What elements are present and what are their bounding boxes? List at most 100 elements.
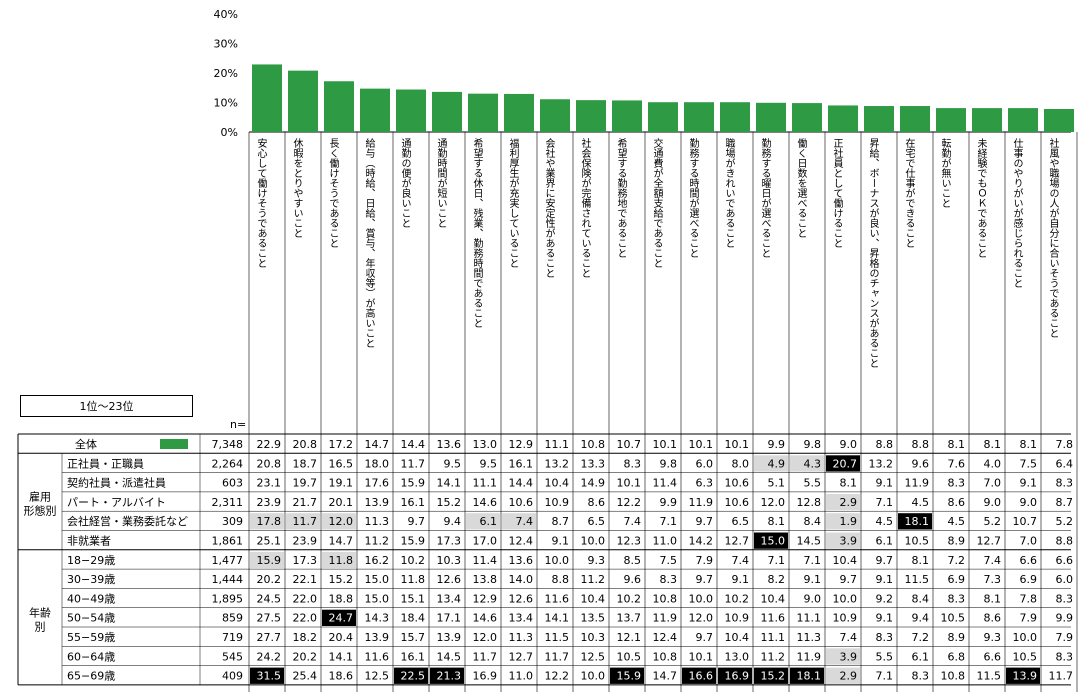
table-cell: 10.1 (617, 477, 642, 490)
table-cell: 16.1 (401, 650, 426, 663)
table-cell: 12.4 (653, 631, 678, 644)
table-cell: 7.4 (624, 515, 642, 528)
bar (540, 99, 570, 132)
table-cell: 13.9 (437, 631, 462, 644)
table-cell: 9.8 (804, 438, 822, 451)
table-cell: 8.5 (624, 554, 642, 567)
table-cell: 15.9 (257, 554, 282, 567)
table-cell: 23.1 (257, 477, 282, 490)
table-cell: 11.0 (509, 670, 534, 683)
table-cell: 8.6 (588, 496, 606, 509)
row-label: 65−69歳 (67, 670, 115, 683)
table-cell: 20.8 (257, 457, 282, 470)
table-cell: 8.3 (912, 670, 930, 683)
row-n: 7,348 (212, 438, 244, 451)
table-cell: 6.0 (696, 457, 714, 470)
table-cell: 4.5 (912, 496, 930, 509)
category-label: 社会保険が完備されていること (579, 138, 590, 278)
highlight-cell (250, 667, 284, 684)
table-cell: 10.8 (653, 592, 678, 605)
table-cell: 10.6 (725, 477, 750, 490)
bar (252, 64, 282, 132)
highlight-cell (826, 513, 860, 530)
table-cell: 8.3 (660, 573, 678, 586)
table-cell: 10.7 (617, 438, 642, 451)
table-cell: 20.2 (257, 573, 282, 586)
table-cell: 14.1 (545, 612, 570, 625)
category-label-text: 仕事のやりがいが感じられること (1011, 138, 1022, 288)
category-label: 在宅で仕事ができること (903, 138, 914, 248)
table-cell: 8.2 (768, 573, 786, 586)
table-cell: 10.4 (833, 554, 858, 567)
table-cell: 9.7 (696, 631, 714, 644)
table-cell: 8.0 (732, 457, 750, 470)
table-cell: 8.1 (912, 554, 930, 567)
table-cell: 14.2 (689, 535, 714, 548)
table-cell: 9.1 (804, 573, 822, 586)
table-cell: 9.1 (1020, 477, 1038, 490)
table-cell: 10.4 (545, 477, 570, 490)
table-cell: 31.5 (257, 670, 282, 683)
highlight-cell (286, 513, 320, 530)
table-cell: 11.6 (545, 592, 570, 605)
highlight-cell (718, 667, 752, 684)
category-label-text: 勤務する時間が選べること (687, 138, 698, 258)
table-cell: 10.0 (581, 535, 606, 548)
row-label: 非就業者 (67, 534, 111, 548)
table-cell: 1.9 (840, 515, 858, 528)
table-cell: 14.4 (401, 438, 426, 451)
table-cell: 13.2 (869, 457, 894, 470)
table-cell: 10.8 (941, 670, 966, 683)
bar (576, 100, 606, 132)
row-n: 603 (222, 477, 243, 490)
table-cell: 15.2 (437, 496, 462, 509)
table-cell: 12.7 (977, 535, 1002, 548)
y-tick-label: 30% (214, 38, 238, 51)
category-label: 安心して働けそうであること (255, 138, 266, 268)
table-cell: 17.0 (473, 535, 498, 548)
table-cell: 11.8 (329, 554, 354, 567)
table-cell: 10.0 (545, 554, 570, 567)
table-cell: 18.6 (329, 670, 354, 683)
category-label-text: 通勤時間が短いこと (435, 138, 446, 228)
table-cell: 9.1 (876, 573, 894, 586)
table-cell: 7.9 (1056, 631, 1074, 644)
bar (792, 103, 822, 132)
table-cell: 11.6 (365, 650, 390, 663)
category-label: 未経験でもＯＫであること (975, 138, 986, 258)
table-cell: 8.3 (1056, 650, 1074, 663)
highlight-cell (430, 667, 464, 684)
highlight-cell (898, 513, 932, 530)
table-cell: 17.2 (329, 438, 354, 451)
bar (504, 93, 534, 132)
table-cell: 11.1 (545, 438, 570, 451)
table-cell: 10.6 (725, 496, 750, 509)
table-cell: 6.9 (948, 573, 966, 586)
table-cell: 7.1 (876, 670, 894, 683)
highlight-cell (610, 667, 644, 684)
row-label: 正社員・正職員 (67, 456, 144, 470)
table-cell: 10.1 (653, 438, 678, 451)
table-cell: 14.7 (653, 670, 678, 683)
table-cell: 10.6 (509, 496, 534, 509)
table-cell: 14.0 (509, 573, 534, 586)
table-cell: 6.4 (1056, 457, 1074, 470)
row-n: 545 (222, 650, 243, 663)
table-cell: 11.7 (545, 650, 570, 663)
category-label: 長く働けそうであること (327, 138, 338, 248)
bar (432, 91, 462, 132)
highlight-cell (826, 532, 860, 549)
table-cell: 3.9 (840, 650, 858, 663)
table-cell: 14.7 (329, 535, 354, 548)
bar (756, 102, 786, 132)
table-cell: 9.0 (804, 592, 822, 605)
table-cell: 3.9 (840, 535, 858, 548)
table-cell: 11.3 (797, 631, 822, 644)
table-cell: 8.4 (804, 515, 822, 528)
category-label-text: 昇給、ボーナスが良い、昇格のチャンスがあること (867, 138, 878, 368)
table-cell: 19.7 (293, 477, 318, 490)
table-cell: 22.0 (293, 592, 318, 605)
table-cell: 15.0 (365, 592, 390, 605)
row-n: 409 (222, 670, 243, 683)
bar (396, 89, 426, 132)
